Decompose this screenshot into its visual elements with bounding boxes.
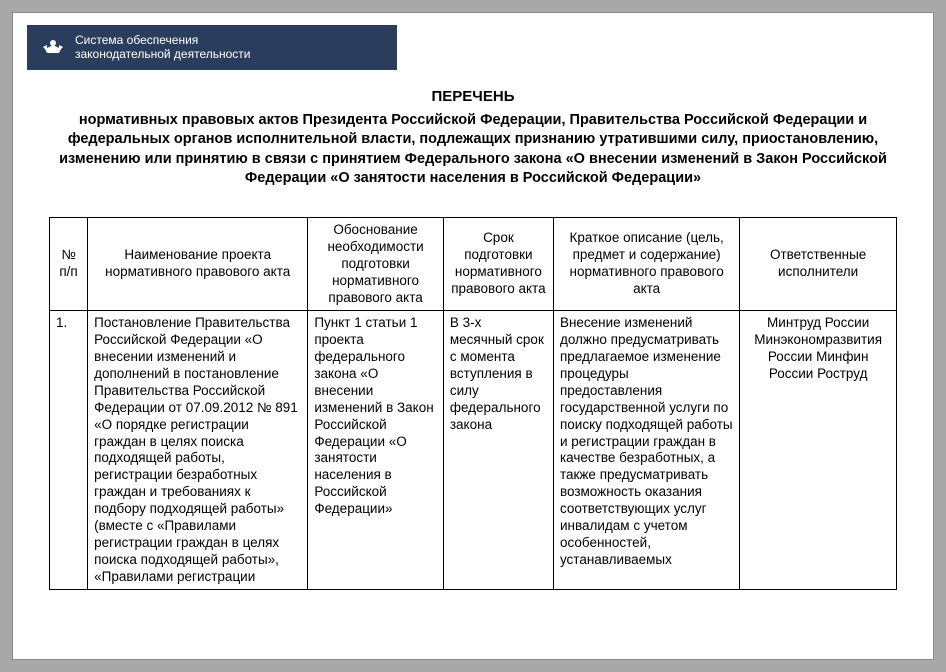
cell-basis: Пункт 1 статьи 1 проекта федерального за… [308,311,444,590]
acts-table: № п/п Наименование проекта нормативного … [49,217,897,590]
emblem-icon [41,35,65,59]
title-block: ПЕРЕЧЕНЬ нормативных правовых актов През… [13,70,933,199]
cell-number: 1. [50,311,88,590]
cell-executors: Минтруд России Минэкономразвития России … [740,311,897,590]
col-basis: Обоснование необходимости подготовки нор… [308,218,444,311]
document-page: Система обеспечения законодательной деят… [12,12,934,660]
system-title: Система обеспечения законодательной деят… [75,33,250,62]
table-container: № п/п Наименование проекта нормативного … [13,199,933,590]
col-name: Наименование проекта нормативного правов… [88,218,308,311]
col-number: № п/п [50,218,88,311]
table-row: 1. Постановление Правительства Российско… [50,311,897,590]
col-description: Краткое описание (цель, предмет и содерж… [553,218,739,311]
system-header: Система обеспечения законодательной деят… [27,25,397,70]
col-executors: Ответственные исполнители [740,218,897,311]
system-title-line2: законодательной деятельности [75,47,250,61]
cell-description: Внесение изменений должно предусматриват… [553,311,739,590]
system-title-line1: Система обеспечения [75,33,198,47]
document-title: ПЕРЕЧЕНЬ [49,88,897,105]
col-term: Срок подготовки нормативного правового а… [443,218,553,311]
table-header-row: № п/п Наименование проекта нормативного … [50,218,897,311]
cell-term: В 3-х месячный срок с момента вступления… [443,311,553,590]
cell-name: Постановление Правительства Российской Ф… [88,311,308,590]
document-subtitle: нормативных правовых актов Президента Ро… [49,111,897,189]
